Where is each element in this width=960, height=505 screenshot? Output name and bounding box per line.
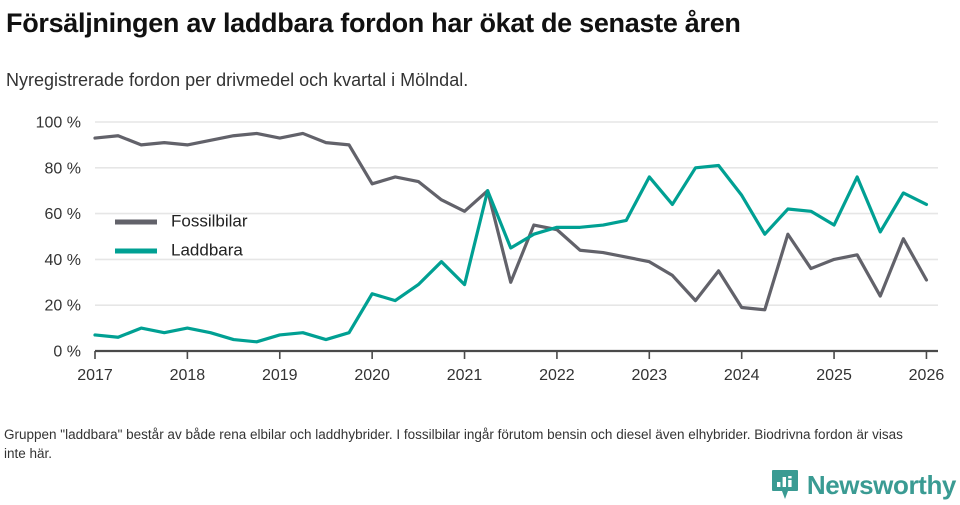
page-title: Försäljningen av laddbara fordon har öka… [6, 8, 741, 38]
chart-container: 0 % 20 % 40 % 60 % 80 % 100 % 2017 2018 2019 202… [0, 108, 960, 408]
x-tick-label: 2022 [539, 367, 575, 384]
x-tick-label: 2021 [447, 367, 483, 384]
y-tick-label: 100 % [36, 115, 81, 132]
chart-legend: Fossilbilar Laddbara [115, 211, 248, 259]
line-chart: 0 % 20 % 40 % 60 % 80 % 100 % 2017 2018 2019 202… [36, 115, 945, 385]
brand-name: Newsworthy [806, 470, 957, 500]
newsworthy-pin-bars-icon [771, 470, 798, 499]
chart-footnote: Gruppen "laddbara" består av både rena e… [4, 427, 903, 461]
series-line [93, 163, 929, 344]
y-tick-label: 40 % [45, 252, 81, 269]
x-tick-label: 2017 [77, 367, 113, 384]
x-tick-label: 2020 [354, 367, 390, 384]
x-tick-label: 2023 [632, 367, 668, 384]
x-tick-label: 2026 [909, 367, 945, 384]
x-tick-label: 2025 [816, 367, 852, 384]
gridlines [95, 121, 938, 306]
x-tick-label: 2024 [724, 367, 760, 384]
y-tick-label: 20 % [45, 298, 81, 315]
data-series [93, 131, 929, 344]
page-subtitle: Nyregistrerade fordon per drivmedel och … [6, 70, 469, 90]
x-tick-label: 2018 [170, 367, 206, 384]
y-tick-label: 80 % [45, 160, 81, 177]
x-axis-ticks: 2017 2018 2019 2020 2021 2022 2023 2024 2025 2026 [77, 351, 944, 384]
y-axis-ticks: 0 % 20 % 40 % 60 % 80 % 100 % [36, 115, 81, 361]
y-tick-label: 60 % [45, 206, 81, 223]
series-line [93, 131, 929, 312]
legend-label: Fossilbilar [171, 211, 248, 230]
legend-label: Laddbara [171, 240, 243, 259]
newsworthy-logo: Newsworthy [771, 468, 956, 502]
x-tick-label: 2019 [262, 367, 298, 384]
y-tick-label: 0 % [53, 344, 81, 361]
